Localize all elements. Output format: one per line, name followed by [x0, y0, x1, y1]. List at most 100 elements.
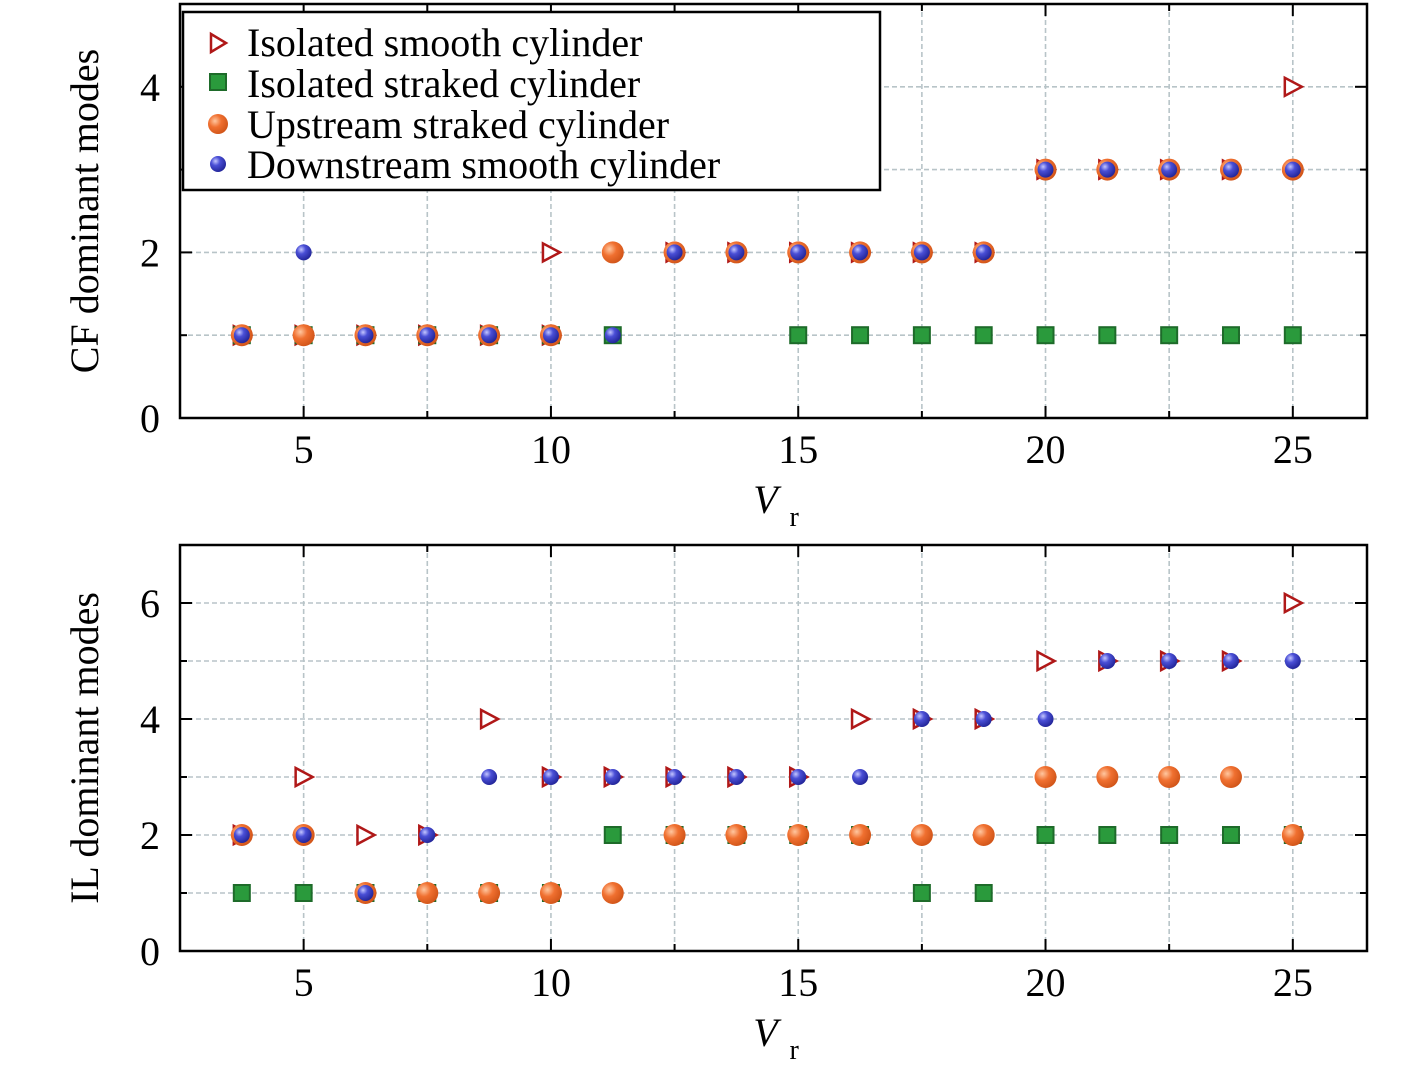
- il-x-tick-label: 25: [1273, 960, 1313, 1005]
- il-axes-frame: [178, 543, 1369, 953]
- legend-entry-downstream-smooth: Downstream smooth cylinder: [210, 142, 720, 187]
- il-point-upstream-straked: [1281, 824, 1304, 846]
- legend-label-isolated-smooth: Isolated smooth cylinder: [247, 20, 642, 65]
- cf-x-axis-label-subscript: r: [790, 502, 800, 533]
- cf-y-tick-label: 4: [140, 65, 160, 110]
- il-x-tick-label: 10: [531, 960, 571, 1005]
- cf-point-downstream-smooth: [852, 244, 869, 261]
- cf-point-downstream-smooth: [790, 244, 807, 261]
- il-point-isolated-straked: [1160, 826, 1179, 844]
- il-point-isolated-smooth: [356, 823, 378, 847]
- cf-point-upstream-straked: [292, 324, 315, 347]
- cf-point-downstream-smooth: [481, 327, 498, 344]
- il-point-upstream-straked: [1034, 766, 1057, 788]
- il-point-downstream-smooth: [419, 827, 436, 843]
- cf-x-tick-label: 15: [778, 427, 818, 472]
- il-data-marks: [230, 591, 1305, 904]
- il-point-upstream-straked: [663, 824, 686, 846]
- il-point-upstream-straked: [539, 882, 562, 904]
- cf-y-axis-label: CF dominant modes: [62, 49, 107, 373]
- cf-point-isolated-straked: [789, 326, 808, 345]
- il-point-isolated-smooth: [294, 765, 316, 789]
- cf-x-tick-label: 20: [1026, 427, 1066, 472]
- il-point-downstream-smooth: [1284, 653, 1301, 669]
- il-point-upstream-straked: [416, 882, 439, 904]
- il-point-downstream-smooth: [1099, 653, 1116, 669]
- legend-box: [181, 10, 882, 192]
- cf-x-axis-label: V: [753, 477, 782, 522]
- il-point-downstream-smooth: [790, 769, 807, 785]
- il-point-isolated-smooth: [1283, 591, 1305, 615]
- cf-point-downstream-smooth: [1222, 161, 1239, 178]
- il-point-upstream-straked: [972, 824, 995, 846]
- cf-point-isolated-straked: [1036, 326, 1055, 345]
- cf-point-isolated-straked: [1098, 326, 1117, 345]
- il-point-upstream-straked: [478, 882, 501, 904]
- il-point-downstream-smooth: [1037, 711, 1054, 727]
- cf-point-isolated-straked: [1283, 326, 1302, 345]
- cf-modes-panel: 5 10 15 20 25 0 2 4 V r CF dominant modes: [62, 2, 1369, 533]
- il-point-upstream-straked: [1219, 766, 1242, 788]
- cf-point-downstream-smooth: [233, 327, 250, 344]
- triangle-right-icon: [209, 31, 229, 55]
- legend-entry-isolated-smooth: Isolated smooth cylinder: [209, 20, 642, 65]
- il-series-3: [233, 653, 1301, 901]
- cf-point-downstream-smooth: [1037, 161, 1054, 178]
- il-point-upstream-straked: [1096, 766, 1119, 788]
- il-y-tick-label: 2: [140, 813, 160, 858]
- cf-y-tick-label: 2: [140, 230, 160, 275]
- cf-point-isolated-straked: [974, 326, 993, 345]
- il-point-downstream-smooth: [666, 769, 683, 785]
- il-point-isolated-straked: [1036, 826, 1055, 844]
- cf-point-downstream-smooth: [666, 244, 683, 261]
- il-y-tick-label: 6: [140, 581, 160, 626]
- il-x-tick-label: 15: [778, 960, 818, 1005]
- il-point-isolated-straked: [603, 826, 622, 844]
- cf-y-tick-label: 0: [140, 396, 160, 441]
- il-point-isolated-straked: [1098, 826, 1117, 844]
- il-point-downstream-smooth: [604, 769, 621, 785]
- il-x-tick-label: 20: [1026, 960, 1066, 1005]
- il-point-isolated-smooth: [850, 707, 872, 731]
- cf-point-downstream-smooth: [295, 244, 312, 261]
- il-point-upstream-straked: [849, 824, 872, 846]
- cf-point-isolated-straked: [1160, 326, 1179, 345]
- il-point-downstream-smooth: [295, 827, 312, 843]
- cf-point-isolated-straked: [851, 326, 870, 345]
- il-point-isolated-smooth: [1036, 649, 1058, 673]
- il-x-tick-label: 5: [294, 960, 314, 1005]
- il-series-1: [232, 826, 1302, 902]
- cf-point-downstream-smooth: [604, 327, 621, 344]
- legend: Isolated smooth cylinder Isolated strake…: [181, 10, 882, 192]
- il-x-axis-label-subscript: r: [790, 1035, 800, 1066]
- cf-data-marks: [230, 75, 1305, 347]
- cf-x-tick-label: 10: [531, 427, 571, 472]
- legend-entry-upstream-straked: Upstream straked cylinder: [208, 102, 669, 147]
- cf-series-3: [233, 161, 1301, 344]
- legend-label-upstream-straked: Upstream straked cylinder: [247, 102, 669, 147]
- circle-blue-icon: [210, 156, 226, 172]
- legend-entry-isolated-straked: Isolated straked cylinder: [209, 61, 640, 106]
- il-ticks: [179, 545, 1367, 951]
- il-y-tick-label: 4: [140, 697, 160, 742]
- cf-point-downstream-smooth: [728, 244, 745, 261]
- cf-point-downstream-smooth: [542, 327, 559, 344]
- cf-x-tick-label: 25: [1273, 427, 1313, 472]
- il-point-upstream-straked: [601, 882, 624, 904]
- il-point-downstream-smooth: [975, 711, 992, 727]
- cf-point-downstream-smooth: [1161, 161, 1178, 178]
- il-point-isolated-straked: [974, 884, 993, 902]
- il-point-upstream-straked: [787, 824, 810, 846]
- cf-point-downstream-smooth: [913, 244, 930, 261]
- il-point-upstream-straked: [725, 824, 748, 846]
- cf-x-tick-label: 5: [294, 427, 314, 472]
- circle-orange-icon: [208, 114, 228, 134]
- il-point-downstream-smooth: [1222, 653, 1239, 669]
- cf-point-downstream-smooth: [1284, 161, 1301, 178]
- cf-point-downstream-smooth: [419, 327, 436, 344]
- il-x-axis-label: V: [753, 1010, 782, 1055]
- il-point-downstream-smooth: [913, 711, 930, 727]
- il-point-downstream-smooth: [357, 885, 374, 901]
- il-point-isolated-smooth: [479, 707, 501, 731]
